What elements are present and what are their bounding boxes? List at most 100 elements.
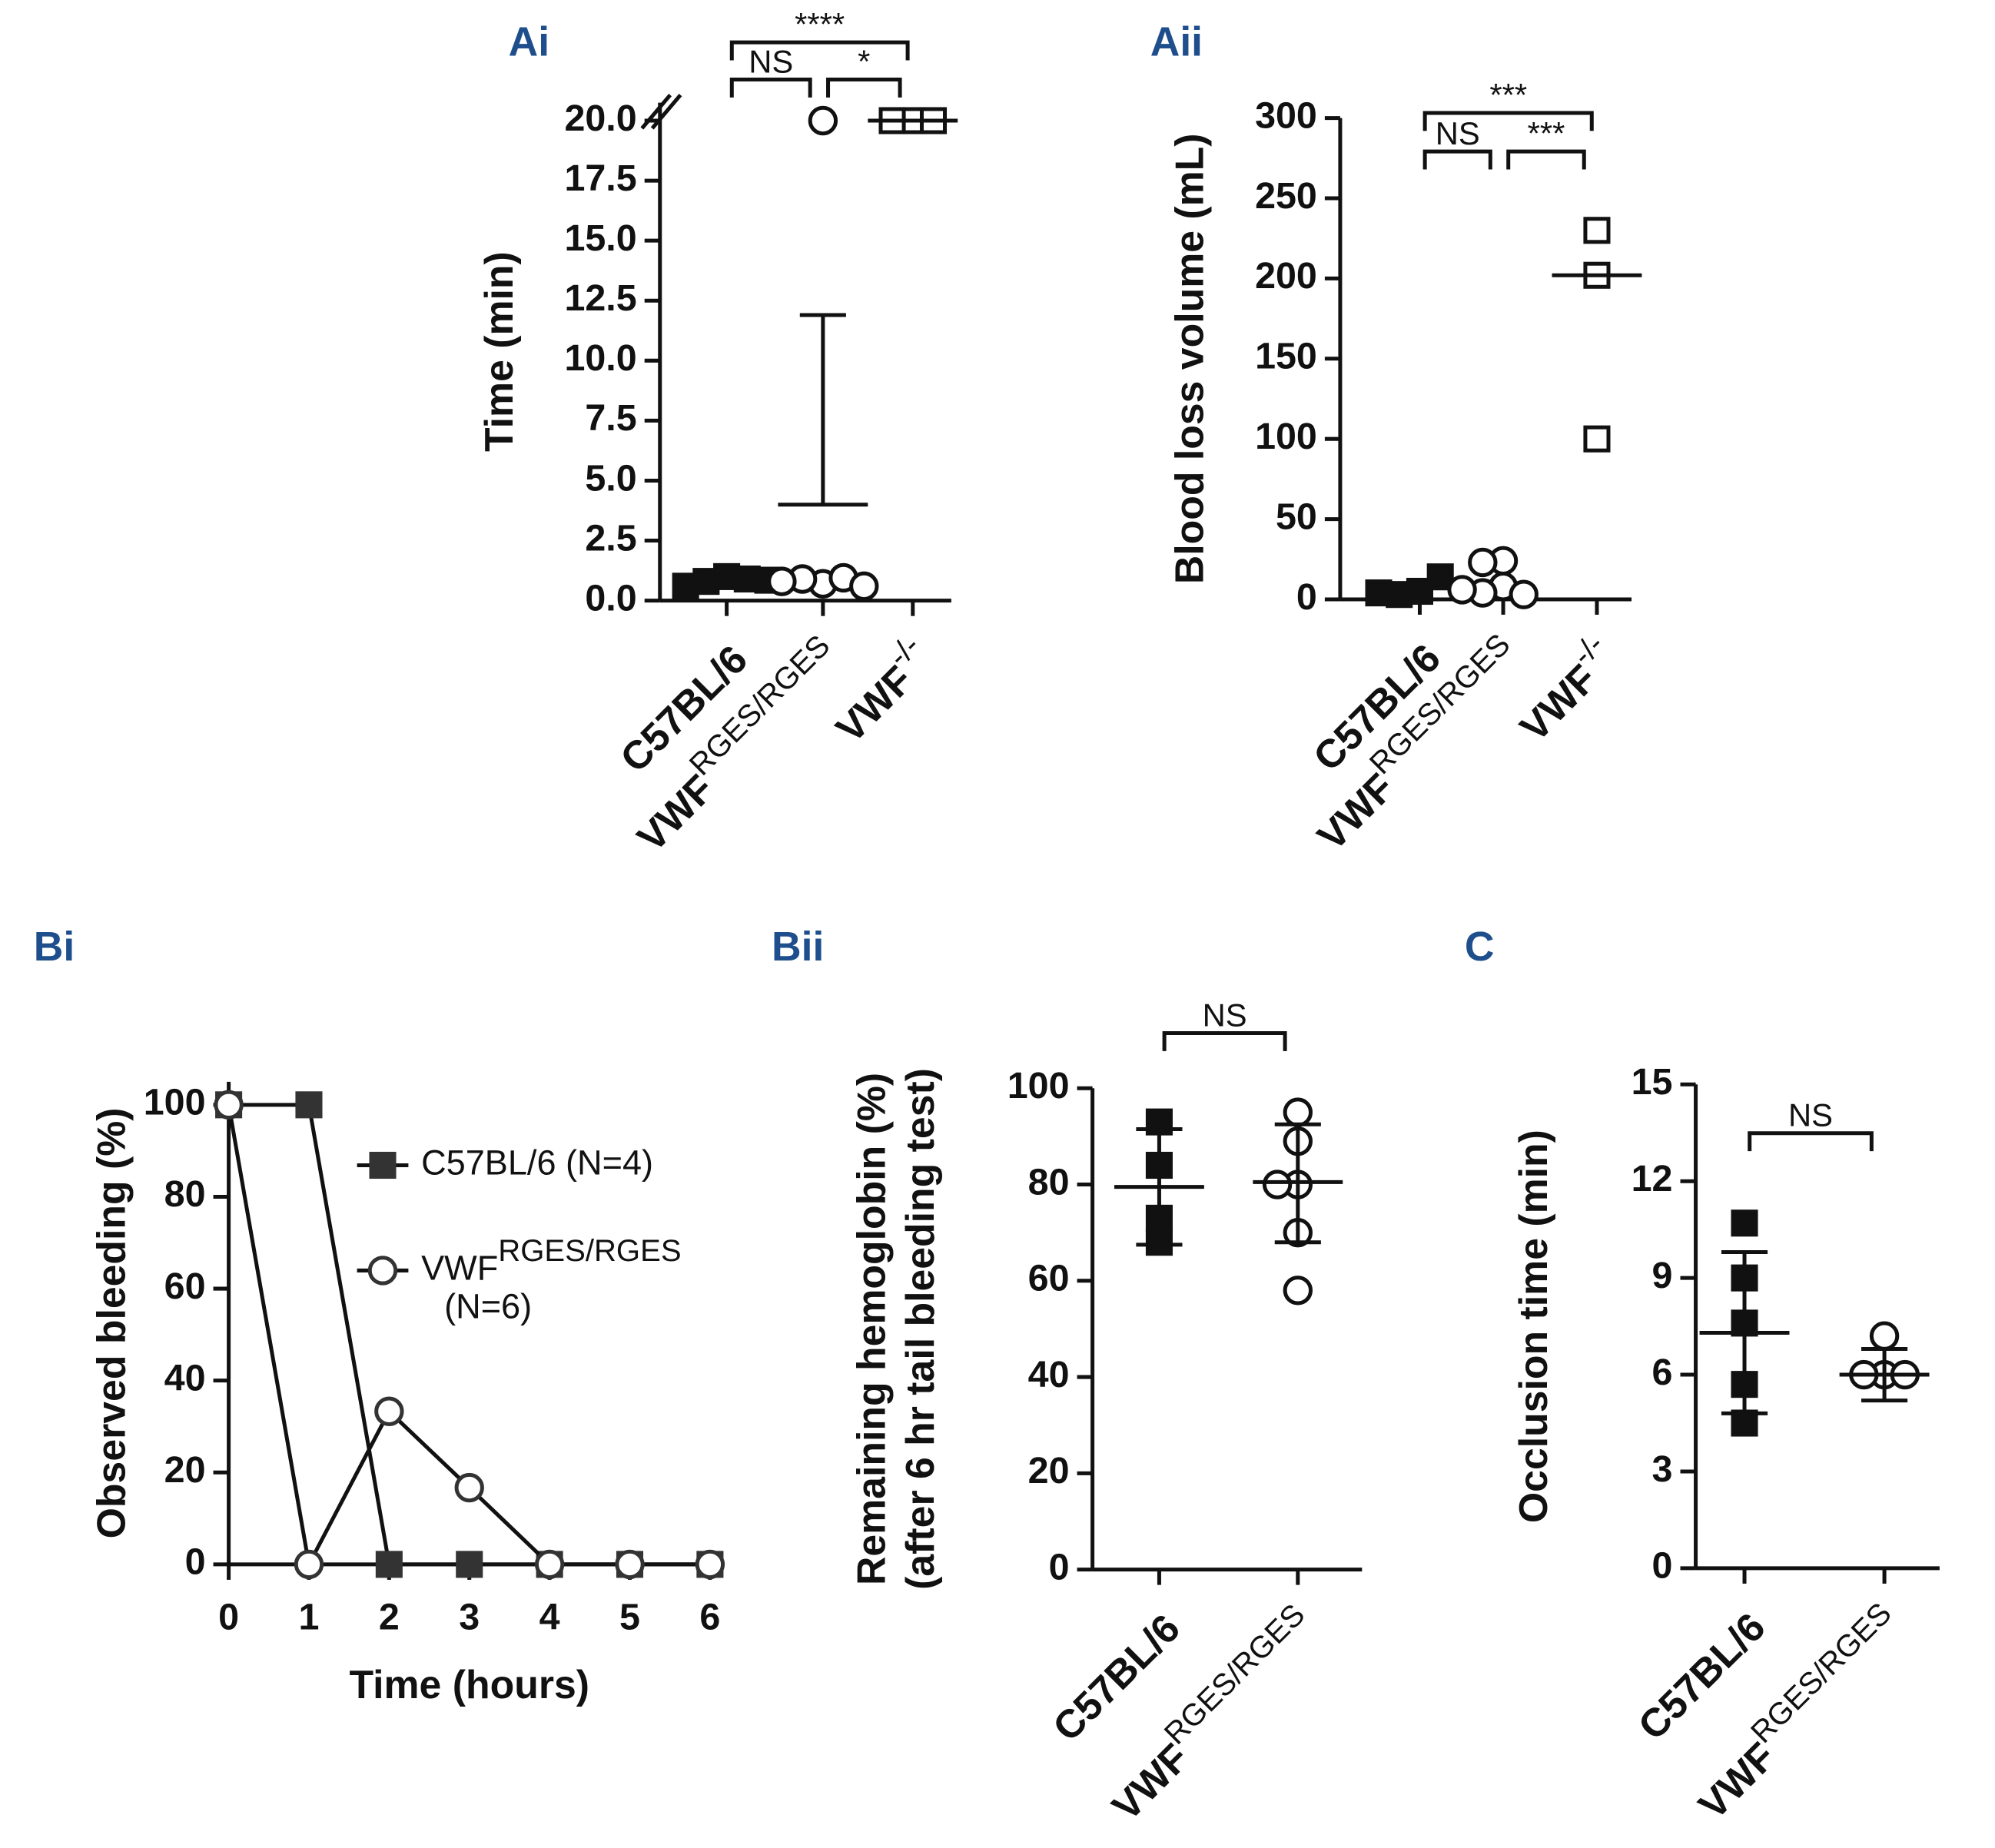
square-marker	[1583, 217, 1611, 244]
panel-label: C	[1465, 924, 1495, 970]
circle-marker	[767, 566, 797, 596]
y-tick-label: 0	[1652, 1545, 1673, 1587]
square-marker	[1583, 425, 1611, 453]
circle-marker	[1262, 1170, 1293, 1199]
panel-label: Aii	[1150, 20, 1203, 65]
y-tick-label: 250	[1255, 175, 1317, 217]
y-tick-label: 5.0	[585, 457, 636, 499]
circle-marker	[695, 1549, 725, 1580]
y-tick-label: 100	[1255, 416, 1317, 457]
y-tick-label: 200	[1255, 255, 1317, 297]
y-tick-label: 0	[1296, 576, 1317, 618]
circle-marker	[1869, 1321, 1900, 1351]
y-tick-label: 100	[1007, 1065, 1070, 1106]
significance-label: NS	[1436, 115, 1480, 151]
significance-label: ***	[1489, 77, 1527, 113]
y-tick-label: 12	[1632, 1158, 1673, 1199]
significance-bracket	[1506, 149, 1586, 170]
x-tick-label: 6	[699, 1597, 720, 1638]
name-label: C57BL/6 (N=4)	[421, 1143, 653, 1182]
y-axis-title: Observed bleeding (%)	[89, 1107, 134, 1538]
circle-marker	[454, 1472, 484, 1503]
axis-break	[650, 93, 682, 130]
y-tick-label: 10.0	[564, 337, 636, 379]
y-tick-label: 60	[1028, 1258, 1070, 1299]
x-tick-label: 4	[539, 1597, 560, 1638]
y-tick-label: 100	[144, 1082, 206, 1123]
y-tick-label: 20.0	[564, 98, 636, 139]
circle-marker	[374, 1396, 404, 1426]
circle-marker	[1447, 575, 1477, 605]
x-tick-label: 0	[218, 1597, 239, 1638]
square-marker	[1365, 579, 1393, 607]
circle-marker	[214, 1090, 244, 1120]
y-tick-label: 15.0	[564, 217, 636, 259]
name-label: VWFRGES/RGES	[421, 1234, 681, 1288]
circle-marker	[1283, 1097, 1313, 1127]
square-marker	[375, 1551, 403, 1578]
circle-marker	[1468, 547, 1498, 578]
significance-label: NS	[749, 44, 793, 80]
circle-marker	[367, 1256, 398, 1286]
y-tick-label: 80	[1028, 1161, 1070, 1203]
x-tick-label: 1	[299, 1597, 320, 1638]
name-base: VWF	[421, 1248, 498, 1287]
y-axis-title: (after 6 hr tail bleeding test)	[898, 1068, 942, 1590]
y-tick-label: 17.5	[564, 158, 636, 199]
significance-label: ***	[1528, 115, 1565, 151]
significance-label: *	[858, 44, 870, 80]
y-axis-title: Blood loss volume (mL)	[1167, 133, 1212, 584]
y-tick-label: 50	[1276, 496, 1317, 537]
significance-bracket	[1748, 1131, 1874, 1152]
y-tick-label: 20	[164, 1449, 206, 1491]
name-sup: RGES/RGES	[498, 1234, 681, 1268]
legend-note: (N=6)	[444, 1286, 532, 1325]
y-axis-title: Remaining hemoglobin (%)	[848, 1073, 893, 1585]
circle-marker	[849, 571, 879, 602]
y-tick-label: 12.5	[564, 277, 636, 319]
y-tick-label: 0.0	[585, 577, 636, 619]
circle-marker	[1283, 1276, 1313, 1306]
panel-label: Ai	[509, 20, 549, 65]
significance-bracket	[826, 78, 902, 98]
y-tick-label: 40	[164, 1357, 206, 1398]
name-label: VWF-/-	[819, 629, 941, 751]
name-sup: RGES/RGES	[1158, 1598, 1312, 1751]
significance-bracket	[729, 78, 812, 98]
y-tick-label: 15	[1632, 1061, 1673, 1103]
square-marker	[672, 572, 699, 600]
significance-bracket	[1162, 1030, 1287, 1051]
significance-bracket	[729, 40, 910, 61]
y-tick-label: 2.5	[585, 517, 636, 559]
name-sup: RGES/RGES	[1744, 1596, 1898, 1750]
y-tick-label: 20	[1028, 1450, 1070, 1491]
significance-bracket	[1422, 111, 1594, 131]
circle-marker	[615, 1549, 645, 1580]
circle-marker	[808, 105, 838, 136]
square-marker	[1731, 1209, 1758, 1237]
x-axis-title: Time (hours)	[349, 1662, 589, 1707]
square-marker	[369, 1151, 397, 1179]
y-tick-label: 60	[164, 1266, 206, 1307]
x-tick-label: 5	[619, 1597, 640, 1638]
y-tick-label: 6	[1652, 1352, 1673, 1393]
significance-label: ****	[795, 6, 845, 42]
y-tick-label: 40	[1028, 1354, 1070, 1395]
y-tick-label: 150	[1255, 336, 1317, 377]
name-base: C57BL/6 (N=4)	[421, 1143, 653, 1182]
panel-label: Bii	[772, 924, 824, 970]
y-tick-label: 7.5	[585, 397, 636, 439]
y-tick-label: 9	[1652, 1255, 1673, 1296]
circle-marker	[1509, 579, 1539, 609]
y-axis-title: Occlusion time (min)	[1511, 1130, 1555, 1523]
square-marker	[295, 1091, 323, 1119]
y-axis-title: Time (min)	[476, 251, 521, 452]
y-tick-label: 3	[1652, 1448, 1673, 1490]
panel-label: Bi	[34, 924, 75, 970]
y-tick-label: 0	[185, 1541, 206, 1583]
axis-break	[640, 93, 672, 130]
y-tick-label: 80	[164, 1173, 206, 1215]
x-tick-label: 3	[459, 1597, 480, 1638]
circle-marker	[534, 1549, 565, 1580]
